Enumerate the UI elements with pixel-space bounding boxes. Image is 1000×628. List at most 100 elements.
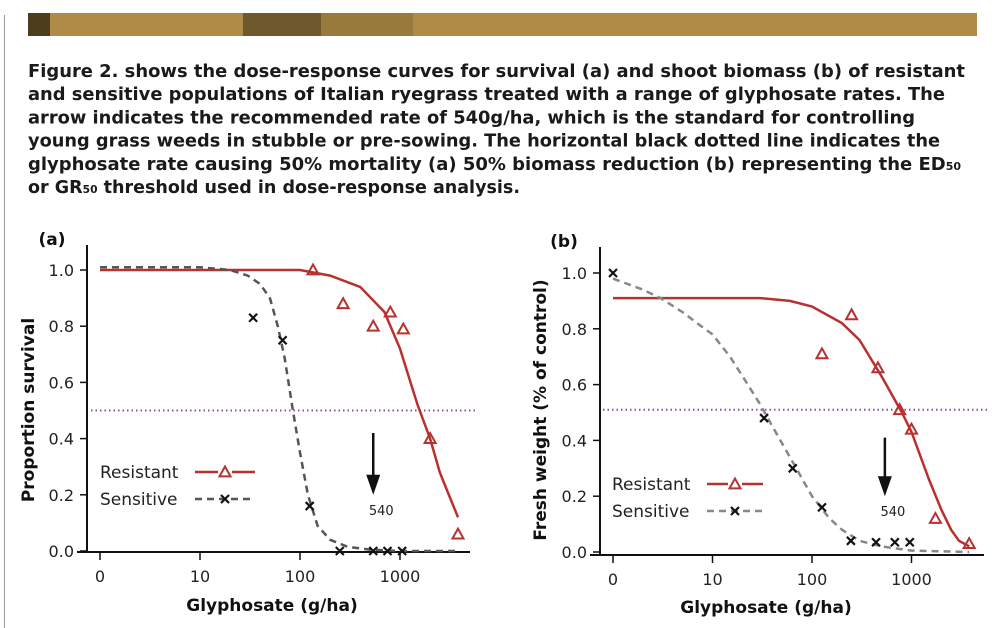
y-tick-label: 1.0 — [562, 264, 587, 283]
caption-line: arrow indicates the recommended rate of … — [28, 107, 915, 128]
banner-segment — [50, 13, 243, 36]
caption-text: or GR — [28, 177, 83, 198]
x-mark-stroke — [759, 413, 769, 423]
resistant-point — [422, 431, 438, 444]
panel-label: (b) — [550, 232, 578, 252]
legend-label: Resistant — [100, 463, 179, 483]
sensitive-point — [730, 506, 740, 516]
sensitive-fitted-curve — [100, 265, 458, 553]
resistant-point — [383, 304, 398, 318]
y-tick-label: 1.0 — [49, 261, 74, 280]
x-tick-label: 10 — [190, 567, 210, 586]
resistant-point — [335, 296, 351, 310]
resistant-point — [904, 421, 919, 435]
figure-caption: Figure 2. shows the dose-response curves… — [28, 61, 965, 198]
x-mark-stroke — [304, 501, 315, 511]
y-tick-label: 0.2 — [49, 486, 74, 505]
sensitive-point — [335, 546, 345, 556]
x-tick-label: 0 — [608, 570, 618, 589]
resistant-point — [814, 346, 830, 360]
resistant-point — [366, 318, 381, 332]
caption-text: Figure 2. shows the dose-response curves… — [28, 61, 965, 82]
banner-segment — [321, 13, 413, 36]
x-mark-stroke — [248, 312, 258, 323]
x-tick-label: 1000 — [380, 567, 421, 586]
caption-text: young grass weeds in stubble or pre-sowi… — [28, 131, 940, 152]
banner-segment — [413, 13, 977, 36]
recommended-rate-label: 540 — [880, 505, 905, 520]
arrow-down-icon — [877, 476, 892, 497]
sensitive-point — [397, 546, 407, 556]
sensitive-point — [608, 268, 618, 278]
y-tick-label: 0.2 — [562, 487, 587, 506]
x-mark-stroke — [846, 536, 856, 546]
sensitive-fitted-curve — [612, 277, 970, 554]
x-mark-stroke — [890, 537, 900, 548]
caption-subscript: 50 — [83, 183, 98, 196]
y-tick-label: 0.0 — [49, 542, 74, 561]
y-tick-label: 0.4 — [562, 431, 587, 450]
x-mark-stroke — [871, 537, 881, 548]
x-mark-stroke — [817, 502, 827, 513]
caption-subscript: 50 — [946, 160, 962, 173]
x-axis-title: Glyphosate (g/ha) — [186, 596, 357, 616]
sensitive-point — [904, 537, 915, 548]
x-axis-title: Glyphosate (g/ha) — [680, 598, 851, 618]
x-tick-label: 10 — [702, 570, 722, 589]
sensitive-point — [787, 463, 798, 474]
caption-line: young grass weeds in stubble or pre-sowi… — [28, 131, 940, 152]
x-mark-stroke — [730, 506, 740, 516]
recommended-rate-label: 540 — [369, 504, 394, 519]
sensitive-point — [220, 494, 230, 504]
sensitive-point — [368, 546, 379, 556]
x-tick-label: 1000 — [891, 570, 932, 589]
legend-label: Resistant — [612, 475, 691, 495]
chart-b-fresh-weight: 0.0 0.2 0.4 0.6 0.8 1.0 0 10 100 1000 Glyphosate (… — [531, 232, 987, 618]
caption-text: glyphosate rate causing 50% mortality (a… — [28, 154, 946, 175]
sensitive-point — [277, 335, 288, 346]
x-tick-label: 100 — [797, 570, 828, 589]
resistant-point — [727, 476, 743, 490]
sensitive-point — [846, 536, 856, 546]
sensitive-point — [817, 502, 827, 513]
panel-label: (a) — [38, 230, 65, 250]
x-mark-stroke — [904, 537, 915, 548]
sensitive-point — [759, 413, 769, 423]
sensitive-point — [304, 501, 315, 511]
resistant-point — [450, 526, 466, 540]
y-tick-label: 0.4 — [49, 430, 74, 449]
resistant-point — [870, 360, 886, 374]
caption-text: arrow indicates the recommended rate of … — [28, 107, 915, 128]
resistant-point — [928, 510, 943, 524]
resistant-fitted-curve — [613, 296, 970, 548]
resistant-point — [844, 307, 859, 321]
sensitive-point — [871, 537, 881, 548]
resistant-point — [892, 402, 907, 416]
legend-label: Sensitive — [612, 502, 690, 522]
y-tick-label: 0.6 — [562, 376, 587, 395]
resistant-point — [961, 536, 977, 550]
decorative-banner — [28, 13, 977, 36]
caption-text: threshold used in dose-response analysis… — [98, 177, 520, 198]
sensitive-point — [382, 546, 393, 556]
x-mark-stroke — [220, 494, 230, 504]
x-mark-stroke — [368, 546, 379, 556]
resistant-point — [217, 464, 233, 478]
resistant-point — [305, 262, 321, 276]
caption-text: and sensitive populations of Italian rye… — [28, 84, 945, 105]
y-tick-label: 0.8 — [562, 320, 587, 339]
caption-line: glyphosate rate causing 50% mortality (a… — [28, 154, 961, 175]
y-axis-title: Fresh weight (% of control) — [531, 279, 551, 540]
y-tick-label: 0.8 — [49, 317, 74, 336]
resistant-point — [396, 321, 411, 335]
x-mark-stroke — [382, 546, 393, 556]
chart-a-survival: 0.0 0.2 0.4 0.6 0.8 1.0 0 10 100 1000 Glyphosate (… — [19, 230, 475, 616]
resistant-fitted-curve — [100, 268, 460, 518]
x-tick-label: 100 — [285, 567, 316, 586]
x-mark-stroke — [335, 546, 345, 556]
x-mark-stroke — [397, 546, 407, 556]
banner-segment — [243, 13, 321, 36]
legend-label: Sensitive — [100, 490, 178, 510]
caption-line: or GR50 threshold used in dose-response … — [28, 177, 520, 198]
